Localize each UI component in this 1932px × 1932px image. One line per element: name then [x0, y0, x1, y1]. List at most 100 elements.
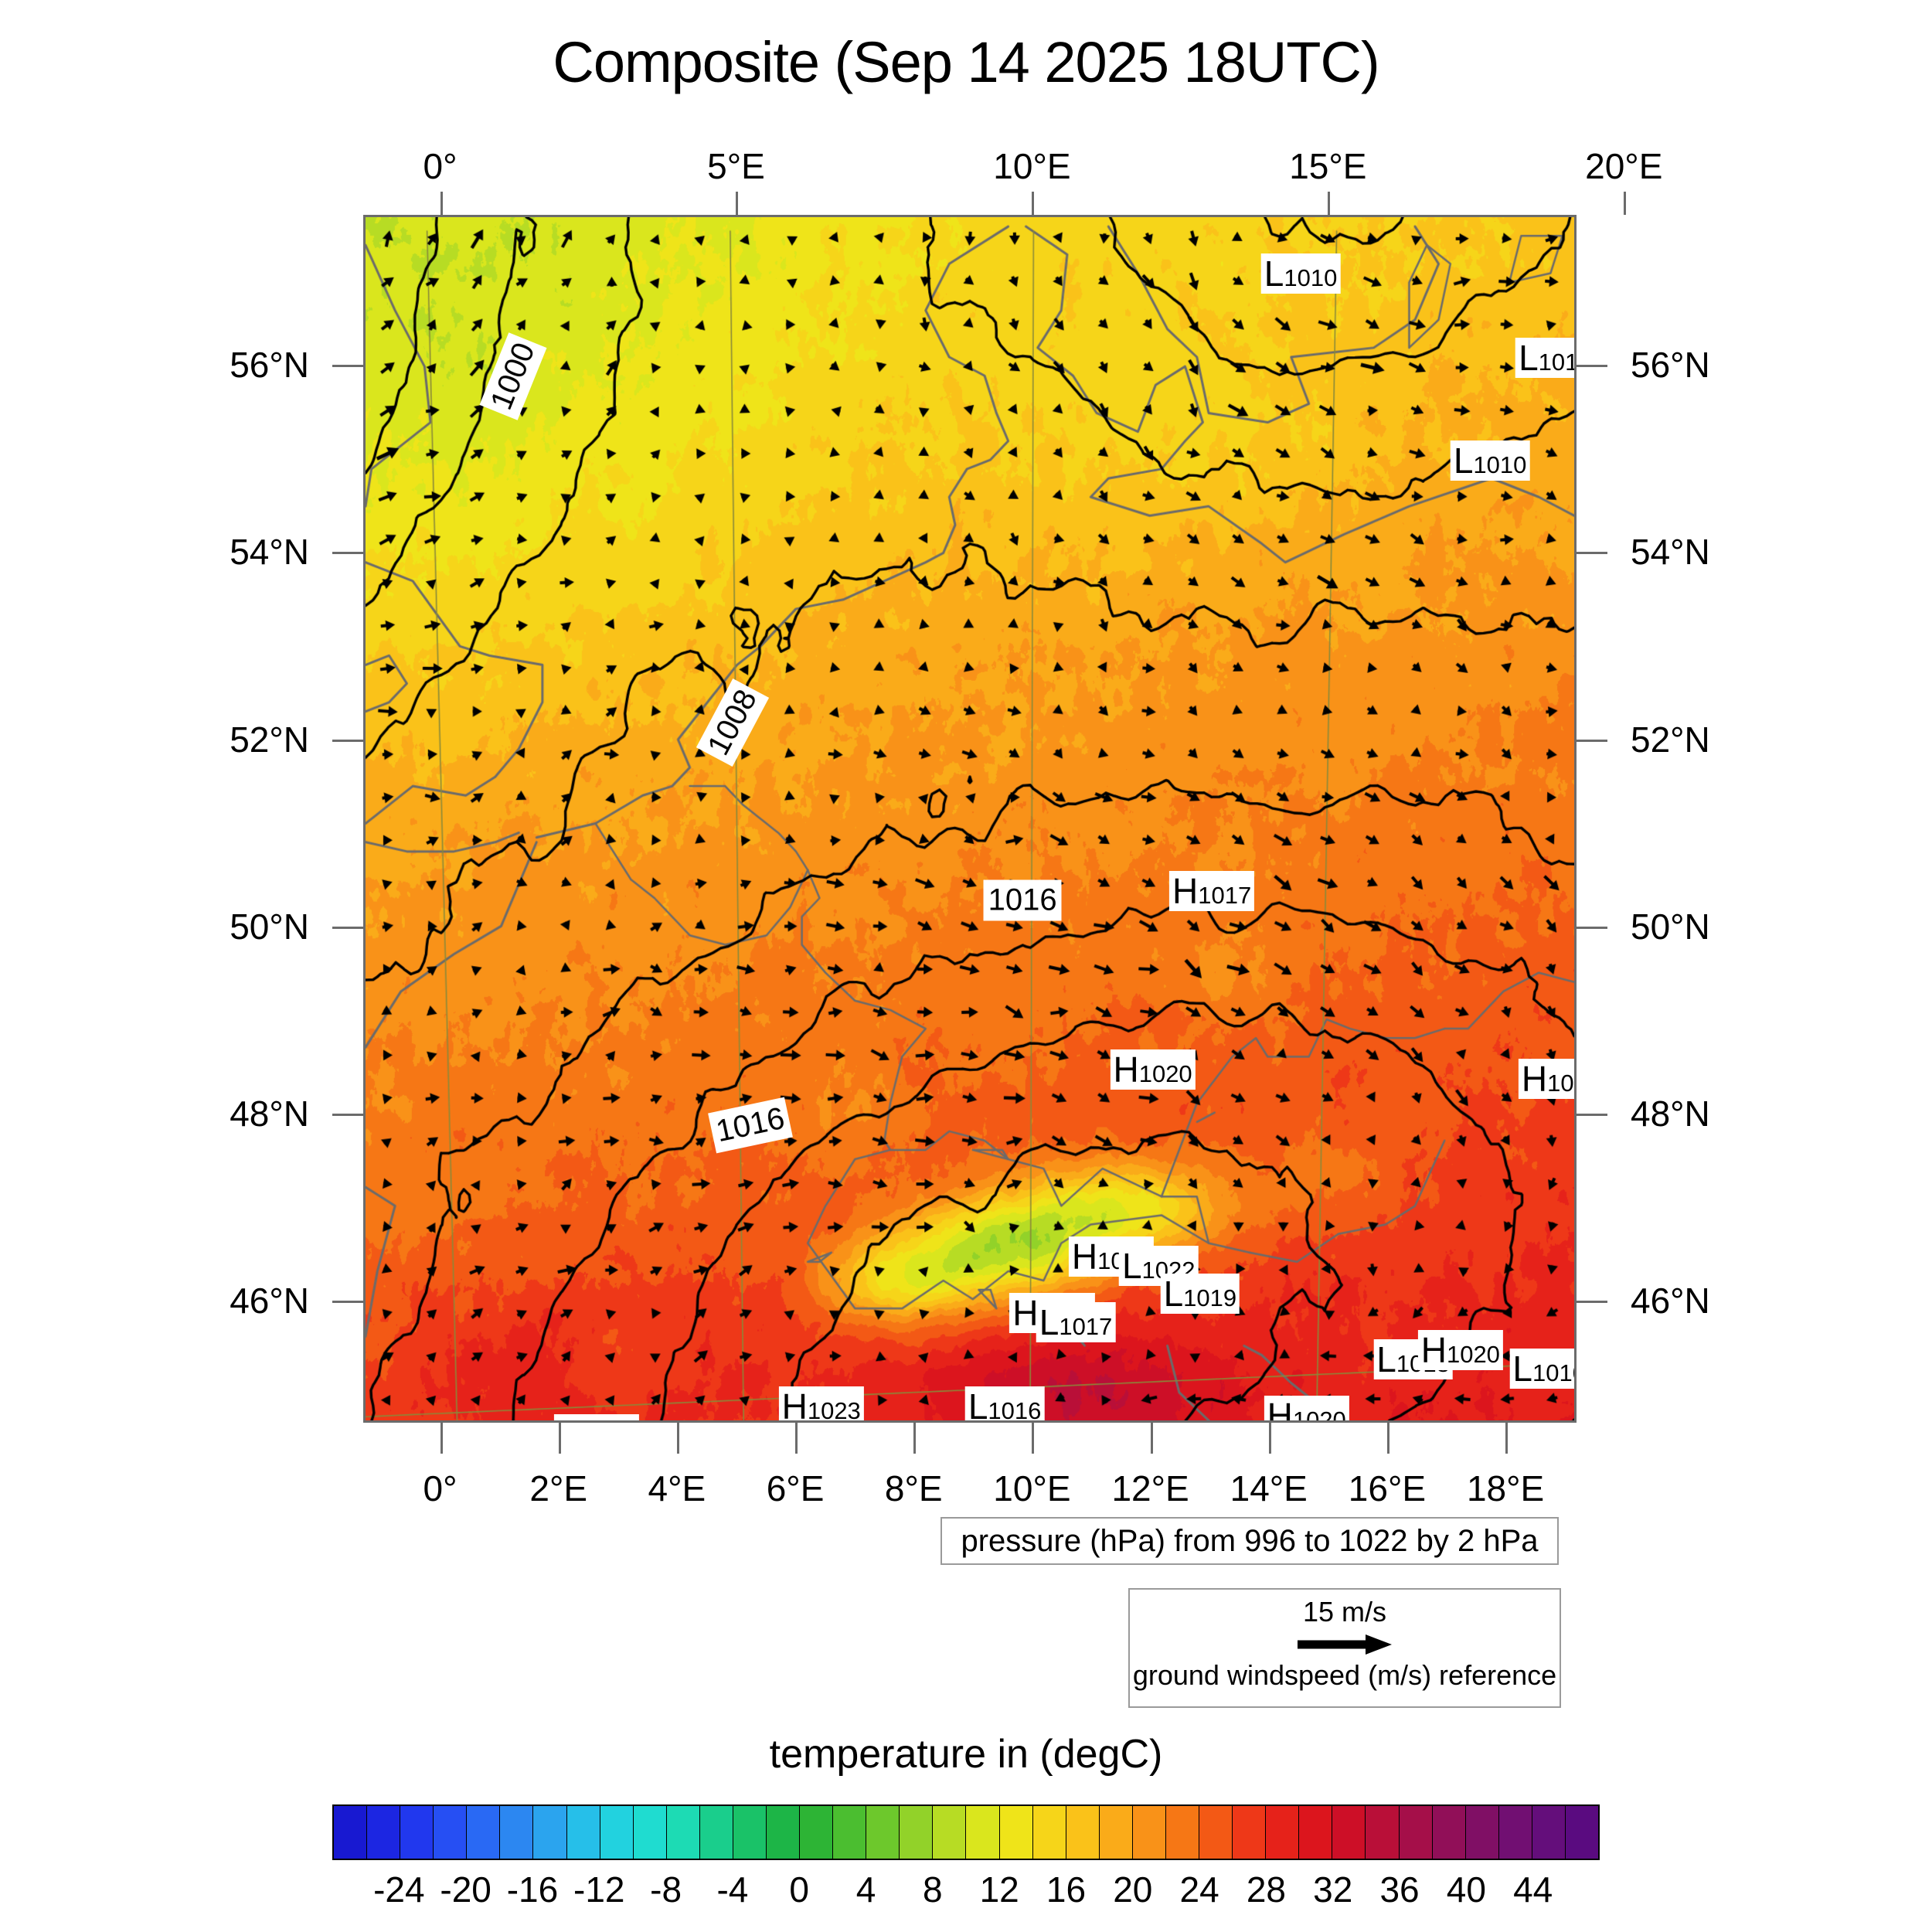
right-axis-tick	[1577, 1301, 1607, 1304]
pressure-low-symbol: L	[1121, 1246, 1142, 1287]
colorbar-tick-label: -4	[716, 1869, 749, 1910]
colorbar-tick-label: 8	[923, 1869, 943, 1910]
bottom-axis-tick	[1150, 1423, 1153, 1454]
colorbar-segment	[1366, 1806, 1400, 1859]
bottom-axis-tick	[1386, 1423, 1389, 1454]
colorbar-segment	[600, 1806, 634, 1859]
colorbar-segment	[633, 1806, 667, 1859]
colorbar-segment	[334, 1806, 368, 1859]
top-axis-label: 5°E	[707, 146, 765, 186]
colorbar-tick-label: 28	[1246, 1869, 1286, 1910]
pressure-low-symbol: L	[1376, 1339, 1396, 1380]
pressure-high-symbol: H	[1113, 1049, 1139, 1090]
colorbar-segment	[533, 1806, 567, 1859]
left-axis-label: 52°N	[230, 719, 309, 760]
bottom-axis-label: 12°E	[1111, 1468, 1189, 1509]
top-axis-label: 20°E	[1585, 146, 1663, 186]
pressure-low-label: L1016	[964, 1386, 1045, 1423]
colorbar-tick-label: 0	[789, 1869, 809, 1910]
colorbar-segment	[966, 1806, 1000, 1859]
right-axis-label: 52°N	[1631, 719, 1710, 760]
right-axis-tick	[1577, 739, 1607, 742]
pressure-low-symbol: L	[1453, 440, 1474, 481]
pressure-high-label: H1023	[778, 1386, 864, 1423]
top-axis-label: 15°E	[1289, 146, 1367, 186]
wind-reference-value: 15 m/s	[1302, 1596, 1387, 1628]
colorbar-tick-label: 40	[1446, 1869, 1486, 1910]
colorbar-tick-label: 4	[855, 1869, 876, 1910]
isobar-contour-label: 1016	[983, 879, 1062, 921]
bottom-axis-label: 16°E	[1348, 1468, 1427, 1509]
bottom-axis-tick	[1505, 1423, 1509, 1454]
left-axis-tick	[332, 739, 363, 742]
colorbar-tick-label: -24	[373, 1869, 425, 1910]
bottom-axis-tick	[913, 1423, 917, 1454]
colorbar-segment	[999, 1806, 1033, 1859]
map-plot-area[interactable]: 1000100810161016L1010L1010L1010H1017H102…	[363, 215, 1577, 1423]
bottom-axis-label: 0°	[423, 1468, 457, 1509]
wind-reference-caption: ground windspeed (m/s) reference	[1132, 1659, 1557, 1691]
colorbar-tick-label: 32	[1313, 1869, 1353, 1910]
bottom-axis-label: 2°E	[529, 1468, 588, 1509]
colorbar-segment	[1565, 1806, 1598, 1859]
wind-reference-arrow-icon	[1130, 1633, 1560, 1656]
pressure-low-label: L1019	[1160, 1274, 1240, 1315]
page-title: Composite (Sep 14 2025 18UTC)	[553, 30, 1379, 94]
colorbar-tick-labels: -24 -20 -16 -12 -8 -4 0 4 8 12 16 20 24 28 32 36 40 44	[332, 1869, 1600, 1915]
bottom-axis-label: 8°E	[884, 1468, 943, 1509]
top-axis-label: 0°	[423, 146, 457, 186]
pressure-center-value: 1020	[1446, 1341, 1500, 1369]
colorbar-segment	[434, 1806, 468, 1859]
pressure-center-value: 1016	[988, 1396, 1042, 1423]
top-axis-label: 10°E	[993, 146, 1071, 186]
pressure-high-symbol: H	[1071, 1236, 1098, 1277]
left-axis-label: 48°N	[230, 1094, 309, 1134]
colorbar-segment	[699, 1806, 733, 1859]
bottom-axis-label: 10°E	[993, 1468, 1071, 1509]
top-axis-tick	[440, 192, 443, 215]
colorbar-tick-label: 44	[1513, 1869, 1553, 1910]
colorbar-segment	[1165, 1806, 1200, 1859]
colorbar-tick-label: -20	[440, 1869, 492, 1910]
colorbar-tick-label: 12	[979, 1869, 1019, 1910]
bottom-axis-tick	[795, 1423, 798, 1454]
colorbar-segment	[767, 1806, 801, 1859]
pressure-low-symbol: L	[1163, 1274, 1184, 1315]
pressure-center-value: 1017	[1198, 882, 1252, 910]
colorbar-segment	[900, 1806, 934, 1859]
pressure-center-value: 1018	[1547, 1069, 1574, 1097]
colorbar-segment	[1432, 1806, 1466, 1859]
right-axis-label: 46°N	[1631, 1281, 1710, 1321]
top-axis-tick	[1624, 192, 1627, 215]
right-axis-label: 50°N	[1631, 906, 1710, 947]
bottom-axis-label: 14°E	[1230, 1468, 1308, 1509]
pressure-high-symbol: H	[1420, 1330, 1447, 1371]
pressure-low-label: L1010	[1509, 1349, 1574, 1389]
map-field-canvas	[366, 217, 1574, 1420]
pressure-center-value: 1020	[1292, 1406, 1346, 1423]
pressure-low-label: L1010	[1515, 337, 1574, 378]
right-axis-label: 54°N	[1631, 532, 1710, 573]
colorbar-segment	[1299, 1806, 1333, 1859]
bottom-axis-tick	[440, 1423, 443, 1454]
pressure-contour-legend: pressure (hPa) from 996 to 1022 by 2 hPa	[940, 1517, 1559, 1565]
pressure-low-symbol: L	[1512, 1349, 1533, 1389]
pressure-high-label: H1020	[1417, 1330, 1503, 1371]
colorbar-segment	[833, 1806, 867, 1859]
colorbar-tick-label: 20	[1113, 1869, 1153, 1910]
pressure-high-symbol: H	[781, 1386, 808, 1423]
right-axis-tick	[1577, 926, 1607, 929]
pressure-center-value: 1010	[1532, 1359, 1574, 1387]
pressure-high-label: H1018	[1518, 1058, 1574, 1099]
bottom-axis-tick	[1032, 1423, 1035, 1454]
pressure-low-symbol: L	[1519, 337, 1539, 378]
pressure-low-label: L1017	[1036, 1301, 1116, 1342]
wind-reference-legend: 15 m/s ground windspeed (m/s) reference	[1128, 1588, 1561, 1708]
pressure-high-label: H1017	[1169, 871, 1255, 912]
colorbar-segment	[1233, 1806, 1267, 1859]
temperature-colorbar	[332, 1804, 1600, 1860]
colorbar-segment	[1532, 1806, 1566, 1859]
colorbar-segment	[1465, 1806, 1499, 1859]
pressure-high-symbol: H	[1521, 1058, 1548, 1099]
